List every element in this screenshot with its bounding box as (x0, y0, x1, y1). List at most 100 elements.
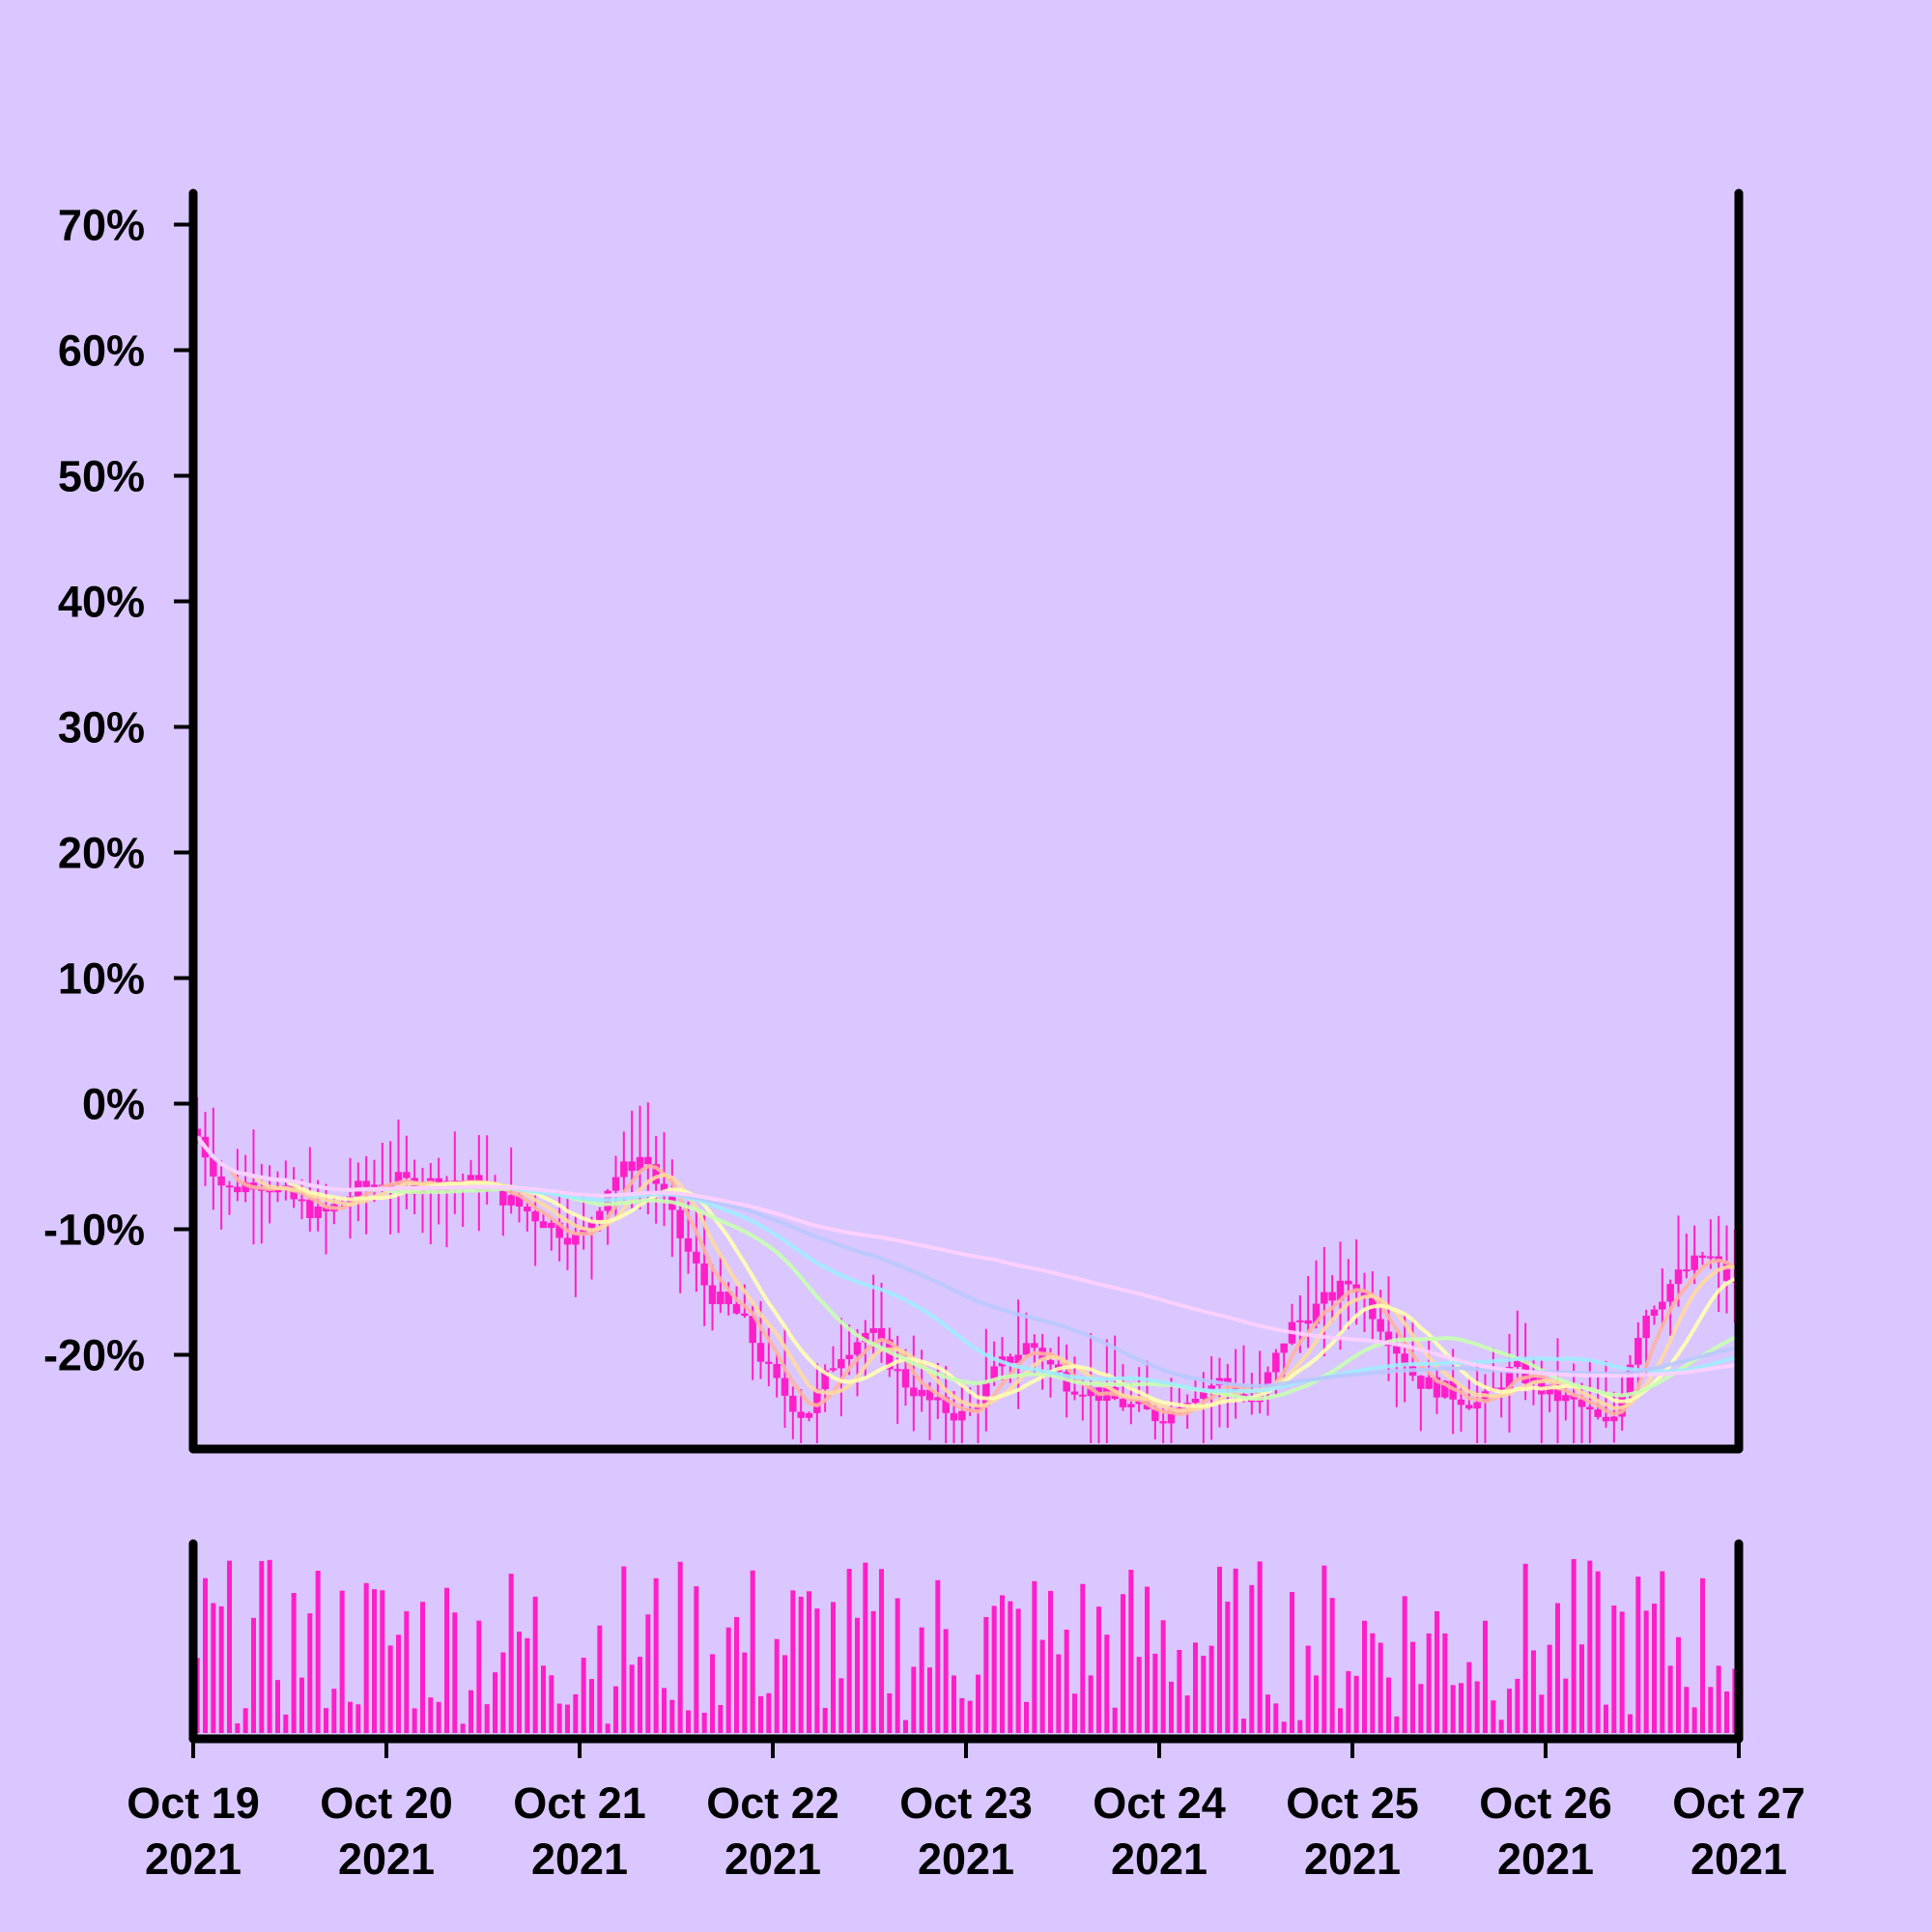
volume-bar (976, 1674, 980, 1733)
moving-average-line (195, 1135, 1736, 1408)
candle-body (411, 1178, 418, 1195)
candle-body (1473, 1402, 1481, 1409)
candle-body (1465, 1405, 1473, 1409)
candle-body (1031, 1343, 1038, 1349)
candle-body (756, 1343, 765, 1362)
x-tick-label-date: Oct 23 (899, 1778, 1033, 1828)
candle-body (773, 1363, 781, 1378)
candle-body (1602, 1416, 1610, 1422)
x-axis-ticks: Oct 19 2021 Oct 20 2021 Oct 21 2021 Oct 22 2021… (127, 1739, 1805, 1884)
volume-bar (1547, 1644, 1552, 1733)
volume-bar (484, 1704, 490, 1733)
volume-bar (589, 1679, 594, 1733)
candle-body (749, 1316, 756, 1344)
candle-body (700, 1263, 708, 1286)
candle-body (1538, 1377, 1546, 1395)
volume-bar (412, 1708, 417, 1733)
volume-bar (1136, 1657, 1142, 1733)
candle-body (322, 1207, 330, 1212)
volume-bar (1531, 1650, 1536, 1733)
candle-body (258, 1188, 266, 1191)
candle-body (1321, 1292, 1328, 1304)
volume-bar (1039, 1639, 1045, 1733)
volume-bar (517, 1632, 522, 1733)
volume-bar (1635, 1577, 1641, 1733)
candle-body (1626, 1364, 1634, 1395)
candle-body (217, 1176, 225, 1186)
candle-body (1159, 1421, 1167, 1424)
volume-bars-layer (194, 1558, 1738, 1733)
candle-body (210, 1157, 217, 1177)
x-tick-label-year: 2021 (918, 1834, 1014, 1884)
volume-bar (1571, 1558, 1577, 1733)
candle-body (1433, 1377, 1441, 1398)
volume-bar (331, 1689, 337, 1733)
volume-bar (508, 1574, 514, 1733)
volume-bar (315, 1571, 321, 1733)
x-tick-label-year: 2021 (145, 1834, 242, 1884)
candle-body (628, 1161, 636, 1172)
volume-bar (525, 1637, 530, 1733)
candle-body (676, 1209, 684, 1238)
candle-body (1393, 1346, 1401, 1354)
volume-bar (645, 1614, 651, 1733)
volume-bar (798, 1596, 804, 1733)
volume-bar (581, 1658, 586, 1733)
volume-bar (1604, 1704, 1608, 1733)
volume-bar (814, 1608, 820, 1733)
volume-bar (1522, 1563, 1528, 1733)
candle-body (524, 1207, 531, 1212)
volume-bar (1000, 1595, 1005, 1733)
candle-body (499, 1185, 507, 1206)
candle-body (1208, 1385, 1215, 1390)
volume-bar (1667, 1665, 1673, 1733)
candle-body (1063, 1372, 1070, 1392)
volume-bar (686, 1710, 691, 1733)
volume-bar (1410, 1641, 1415, 1733)
x-tick-label-year: 2021 (1304, 1834, 1401, 1884)
volume-bar (1088, 1675, 1094, 1733)
volume-bar (291, 1593, 297, 1733)
candle-body (652, 1164, 660, 1184)
candle-body (1634, 1338, 1642, 1365)
candle-body (1377, 1319, 1384, 1332)
volume-bar (694, 1586, 699, 1733)
volume-bar (500, 1652, 506, 1733)
volume-bar (1466, 1662, 1472, 1733)
volume-bar (758, 1695, 763, 1733)
volume-bar (1121, 1594, 1125, 1733)
candle-body (894, 1369, 901, 1372)
candle-body (587, 1221, 596, 1230)
volume-bar (1329, 1598, 1335, 1733)
candle-body (958, 1410, 966, 1421)
volume-bar (895, 1598, 900, 1733)
volume-bar (1691, 1707, 1697, 1733)
volume-bar (1652, 1604, 1657, 1733)
candle-body (1425, 1377, 1433, 1389)
candle-body (1417, 1376, 1425, 1389)
volume-bar (324, 1708, 328, 1733)
candle-body (821, 1370, 829, 1390)
candle-body (563, 1237, 572, 1245)
volume-bar (1169, 1681, 1174, 1733)
volume-bar (1378, 1642, 1383, 1733)
candle-body (1345, 1280, 1352, 1285)
candle-body (732, 1304, 741, 1314)
candle-body (853, 1342, 862, 1355)
x-tick-label-year: 2021 (531, 1834, 628, 1884)
candle-body (1577, 1399, 1586, 1407)
volume-bar (1370, 1633, 1376, 1733)
candle-body (1304, 1320, 1312, 1324)
volume-bar (991, 1605, 997, 1733)
volume-bar (701, 1713, 707, 1733)
y-tick-label: 70% (58, 201, 145, 250)
volume-bar (967, 1700, 973, 1733)
candle-body (306, 1199, 314, 1218)
volume-bar (1587, 1560, 1593, 1733)
volume-bar (1418, 1684, 1424, 1733)
volume-bar (1708, 1687, 1714, 1733)
volume-bar (710, 1654, 715, 1733)
volume-bar (766, 1692, 772, 1733)
